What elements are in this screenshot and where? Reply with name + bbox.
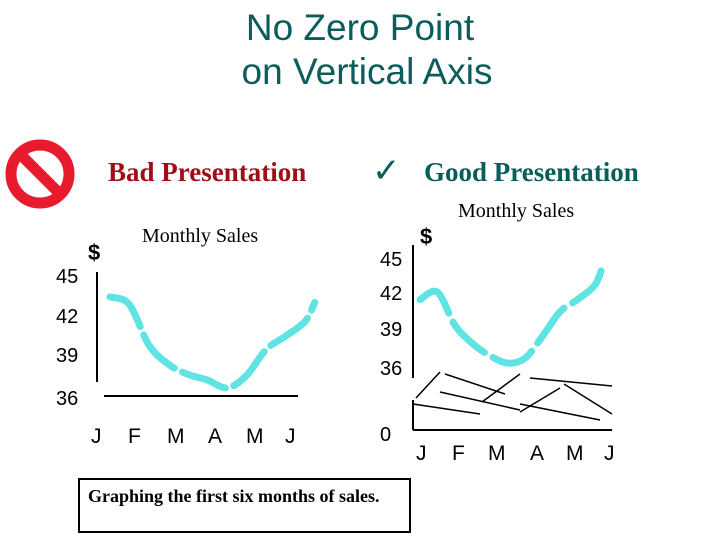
good-x-tick-label: F bbox=[452, 442, 466, 465]
bad-presentation-heading: Bad Presentation bbox=[108, 157, 307, 187]
axis-break-mark bbox=[519, 387, 561, 413]
checkmark-icon: ✓ bbox=[372, 151, 401, 191]
good-x-tick-label: J bbox=[604, 442, 616, 465]
good-chart-y-unit: $ bbox=[420, 224, 433, 249]
bad-x-tick-label: M bbox=[167, 425, 186, 448]
axis-break-mark bbox=[529, 377, 613, 387]
bad-chart-title: Monthly Sales bbox=[142, 225, 259, 247]
axis-break-mark bbox=[439, 391, 521, 411]
prohibition-icon bbox=[5, 139, 75, 209]
axis-break-mark bbox=[415, 371, 441, 399]
axis-break-mark bbox=[481, 373, 521, 403]
good-x-tick-label: A bbox=[530, 442, 545, 465]
good-x-tick-label: M bbox=[488, 442, 507, 465]
axis-break-mark bbox=[444, 373, 506, 395]
bad-chart-y-unit: $ bbox=[88, 240, 101, 265]
bad-y-tick-label: 45 bbox=[56, 266, 78, 288]
title-line-1: No Zero Point bbox=[245, 7, 475, 48]
axis-break-mark bbox=[412, 403, 481, 415]
good-sales-line bbox=[416, 259, 608, 367]
good-y-tick-label: 39 bbox=[380, 319, 402, 341]
slide-title: No Zero Point on Vertical Axis bbox=[0, 6, 720, 94]
good-y-tick-label: 45 bbox=[380, 249, 402, 271]
bad-x-tick-label: F bbox=[128, 425, 142, 448]
bad-x-tick-label: J bbox=[91, 425, 103, 448]
good-y-tick-label: 0 bbox=[380, 424, 391, 446]
bad-y-tick-label: 36 bbox=[56, 388, 78, 410]
bad-x-tick-label: A bbox=[208, 425, 223, 448]
good-y-tick-label: 42 bbox=[380, 283, 402, 305]
bad-x-tick-label: J bbox=[285, 425, 297, 448]
bad-x-tick-label: M bbox=[246, 425, 265, 448]
caption-box: Graphing the first six months of sales. bbox=[78, 478, 411, 533]
axis-break-mark bbox=[519, 403, 601, 421]
axis-break-mark bbox=[563, 383, 613, 415]
bad-y-tick-label: 42 bbox=[56, 306, 78, 328]
good-y-tick-label: 36 bbox=[380, 358, 402, 380]
good-chart-title: Monthly Sales bbox=[458, 200, 575, 222]
good-x-tick-label: M bbox=[566, 442, 585, 465]
good-presentation-heading: Good Presentation bbox=[424, 157, 639, 187]
title-line-2: on Vertical Axis bbox=[241, 51, 493, 92]
bad-sales-line bbox=[106, 293, 319, 392]
good-x-tick-label: J bbox=[416, 442, 428, 465]
bad-y-tick-label: 39 bbox=[56, 345, 78, 367]
